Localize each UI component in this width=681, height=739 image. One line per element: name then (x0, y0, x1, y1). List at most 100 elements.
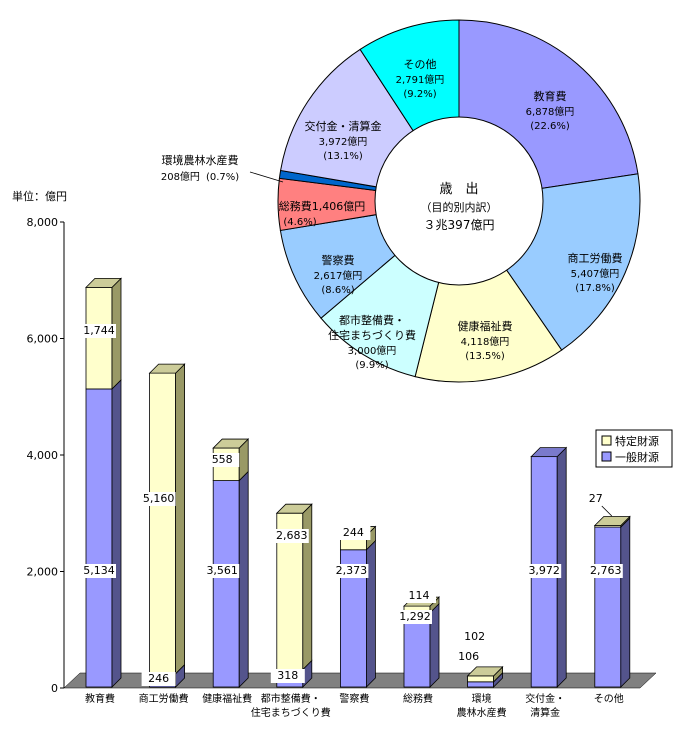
bar-top-8 (593, 516, 631, 526)
data-label: 318 (277, 669, 298, 682)
slice-amount: 208億円 (161, 170, 200, 183)
slice-name: 総務費 (279, 199, 312, 213)
data-label-bg (274, 529, 309, 543)
bar-general-6 (467, 681, 495, 688)
slice-name: 商工労働費 (568, 251, 623, 265)
category-label: 健康福祉費 (202, 692, 252, 705)
slice-percent: (17.8%) (575, 283, 615, 294)
legend-swatch-general (601, 451, 612, 462)
bar-general-side-0 (111, 378, 122, 688)
data-label-bg (270, 669, 305, 683)
data-label-bg (402, 589, 436, 603)
donut-hole (374, 116, 544, 286)
bar-general-side-8 (620, 517, 631, 688)
category-label: 住宅まちづくり費 (251, 706, 331, 719)
bar-specific-6 (467, 675, 495, 683)
data-label-bg (457, 630, 492, 644)
legend-label-specific: 特定財源 (615, 434, 659, 448)
slice-percent: (0.7%) (206, 172, 239, 183)
data-label-bg (141, 492, 176, 506)
label-leader (601, 505, 613, 517)
slice-amount: 2,617億円 (314, 269, 363, 282)
data-label: 2,373 (336, 564, 368, 577)
category-label: 警察費 (339, 692, 369, 705)
data-label: 114 (409, 589, 430, 602)
slice-name: 都市整備費・ (339, 313, 405, 327)
category-label: 清算金 (530, 706, 560, 719)
data-label-bg (82, 324, 116, 338)
category-label: 商工労働費 (139, 692, 189, 705)
data-label: 5,160 (143, 492, 175, 505)
data-label-bg (588, 564, 623, 578)
slice-percent: (9.2%) (403, 89, 436, 100)
donut-center-total: ３兆397億円 (424, 218, 495, 232)
bar-top-6 (466, 666, 504, 677)
slice-amount: 3,000億円 (348, 344, 397, 357)
category-label: 農林水産費 (457, 706, 507, 719)
category-label: 総務費 (403, 692, 433, 705)
data-label: 246 (148, 672, 169, 685)
slice-name: その他 (404, 58, 437, 71)
data-label-bg (334, 564, 369, 578)
slice-amount: 2,791億円 (396, 73, 445, 86)
data-label: 2,683 (276, 529, 308, 542)
slice-percent: (13.5%) (465, 351, 505, 362)
slice-amount-percent: 208億円 (0.7%) (161, 170, 239, 183)
bar-top-2 (212, 438, 250, 449)
category-label: 都市整備費・ (261, 692, 321, 705)
slice-percent: (9.9%) (355, 360, 388, 371)
data-label: 27 (589, 492, 603, 505)
data-label: 3,972 (528, 564, 560, 577)
slice-amount: 6,878億円 (526, 105, 575, 118)
donut-labels: 教育費 6,878億円 (22.6%) 商工労働費 5,407億円 (17.8%) 健康福祉… (161, 58, 623, 371)
data-label: 5,134 (83, 564, 115, 577)
leader-line-environment (249, 171, 284, 183)
bar-general-8 (594, 526, 622, 688)
y-tick-label: 8,000 (27, 216, 59, 229)
data-label: 1,292 (399, 610, 431, 623)
slice-name: 警察費 (322, 253, 355, 267)
bar-general-0 (85, 388, 113, 688)
slice-percent: (4.6%) (283, 217, 316, 228)
data-label-bg (336, 526, 371, 540)
bar-specific-side-1 (175, 363, 186, 675)
donut-center-title: 歳 出 (439, 182, 478, 197)
data-label-bg (82, 564, 116, 578)
donut-center-subtitle: （目的別内訳） (421, 200, 498, 214)
data-label: 558 (212, 453, 233, 466)
data-label: 244 (343, 526, 364, 539)
category-label: 環境 (472, 692, 492, 705)
data-label-bg (205, 453, 240, 467)
slice-amount: 3,972億円 (319, 135, 368, 148)
category-label: 交付金・ (525, 692, 565, 705)
bar-top-3 (275, 503, 313, 514)
slice-name: 環境農林水産費 (162, 153, 239, 167)
slice-amount: 1,406億円 (312, 200, 366, 213)
slice-name: 交付金・清算金 (305, 119, 382, 133)
data-label-bg (205, 564, 240, 578)
legend-label-general: 一般財源 (615, 450, 659, 464)
bar-general-side-4 (365, 539, 376, 688)
bar-specific-0 (85, 286, 113, 390)
data-label-bg (141, 672, 176, 686)
slice-percent: (22.6%) (530, 121, 570, 132)
data-label-bg (451, 650, 486, 664)
legend: 特定財源 一般財源 (595, 429, 673, 468)
bar-specific-1 (149, 372, 177, 675)
data-label-bg (527, 564, 562, 578)
slice-name: 住宅まちづくり費 (328, 328, 416, 342)
slice-name: 健康福祉費 (458, 319, 513, 333)
bar-general-2 (212, 480, 240, 688)
y-tick-label: 4,000 (27, 449, 59, 462)
slice-name: 教育費 (534, 89, 567, 103)
data-label-bg (398, 610, 432, 624)
bar-top-0 (85, 277, 122, 288)
unit-label: 単位：億円 (12, 189, 67, 203)
bar-top-7 (530, 447, 568, 458)
slice-amount: 5,407億円 (571, 267, 620, 280)
bar-top-1 (148, 363, 186, 374)
y-tick-label: 6,000 (27, 333, 59, 346)
y-tick-label: 2,000 (27, 566, 59, 579)
